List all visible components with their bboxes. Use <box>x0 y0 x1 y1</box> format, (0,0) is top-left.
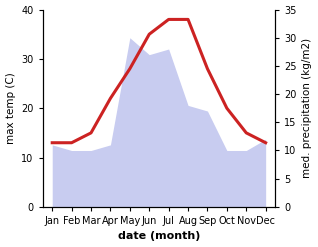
Y-axis label: med. precipitation (kg/m2): med. precipitation (kg/m2) <box>302 38 313 178</box>
Y-axis label: max temp (C): max temp (C) <box>5 72 16 144</box>
X-axis label: date (month): date (month) <box>118 231 200 242</box>
